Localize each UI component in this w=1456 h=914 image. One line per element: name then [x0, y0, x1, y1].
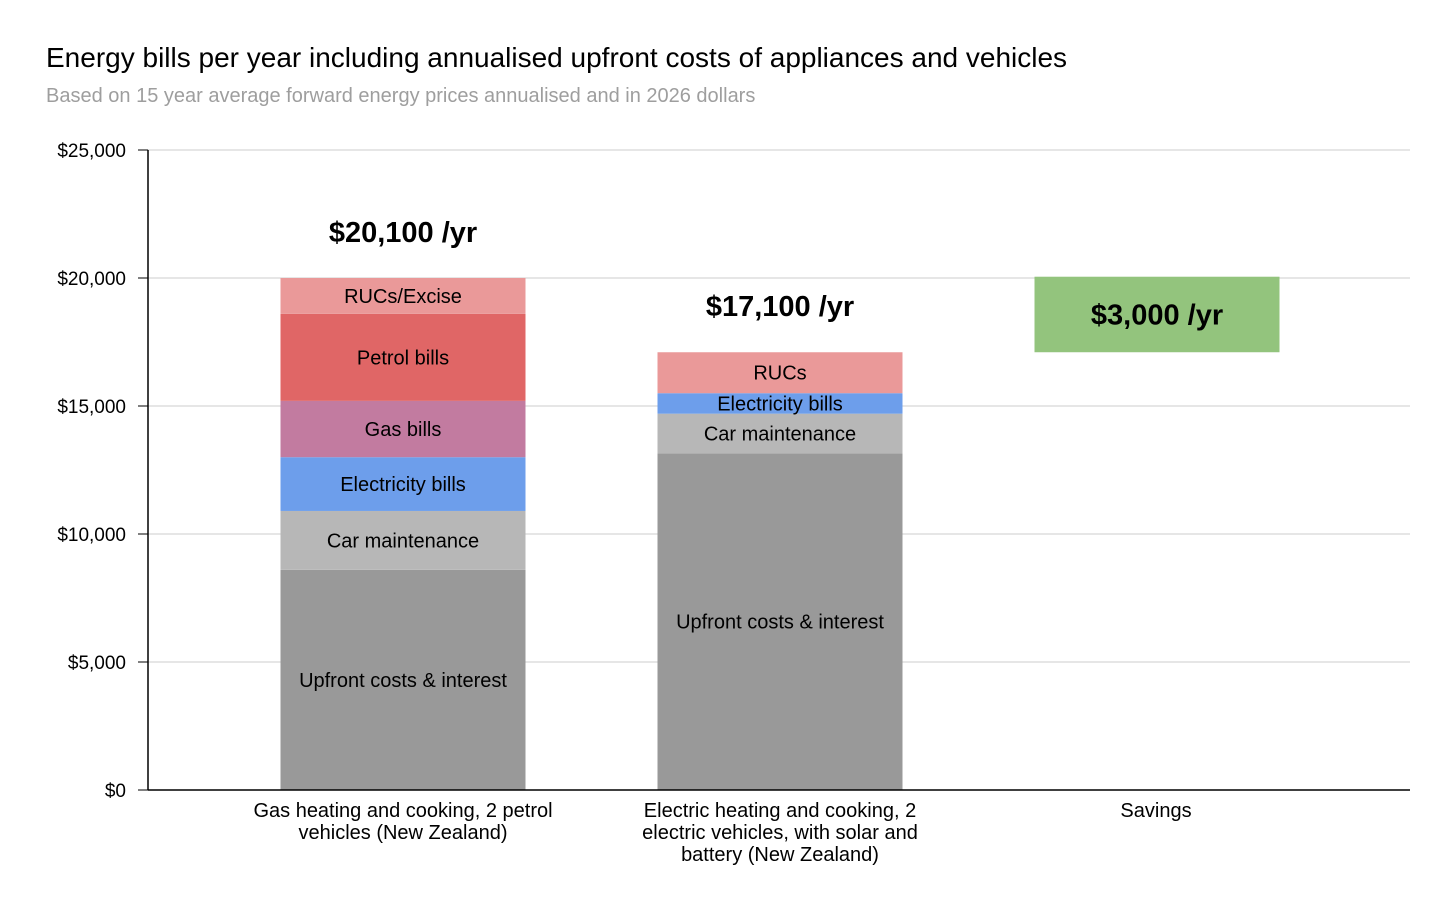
segment-label: Electricity bills [717, 393, 843, 415]
savings-value-label: $3,000 /yr [1091, 299, 1223, 331]
bar-segment [1034, 276, 1280, 353]
bar-total-label: $17,100 /yr [706, 291, 854, 323]
segment-label: RUCs [753, 363, 806, 385]
y-tick-label: $5,000 [68, 653, 126, 674]
bar-segment [280, 457, 526, 511]
category-label-savings: Savings [1120, 800, 1192, 822]
bar-segment [280, 400, 526, 458]
y-tick-label: $25,000 [57, 141, 126, 162]
bar-segment [280, 313, 526, 401]
bar-segment [280, 510, 526, 570]
bar-total-label: $20,100 /yr [329, 217, 477, 249]
segment-label: Upfront costs & interest [676, 612, 884, 634]
segment-label: Car maintenance [327, 530, 479, 552]
bar-segment [657, 393, 903, 414]
segment-label: Electricity bills [340, 474, 466, 496]
y-tick-label: $10,000 [57, 525, 126, 546]
y-tick-label: $20,000 [57, 269, 126, 290]
bar-segment [280, 278, 526, 314]
category-label-electric: Electric heating and cooking, 2 electric… [642, 800, 918, 866]
segment-label: Petrol bills [357, 347, 449, 369]
y-tick-label: $15,000 [57, 397, 126, 418]
chart-title: Energy bills per year including annualis… [46, 42, 1068, 73]
chart-subtitle: Based on 15 year average forward energy … [46, 85, 756, 107]
category-label-gas: Gas heating and cooking, 2 petrol vehicl… [253, 800, 553, 844]
bar-segment [657, 453, 903, 790]
y-tick-label: $0 [105, 781, 126, 802]
bar-segment [280, 569, 526, 790]
segment-label: Car maintenance [704, 424, 856, 446]
segment-label: Upfront costs & interest [299, 670, 507, 692]
bar-segment [657, 352, 903, 394]
segment-label: RUCs/Excise [344, 286, 462, 308]
segment-label: Gas bills [365, 419, 442, 441]
bar-segment [657, 413, 903, 454]
